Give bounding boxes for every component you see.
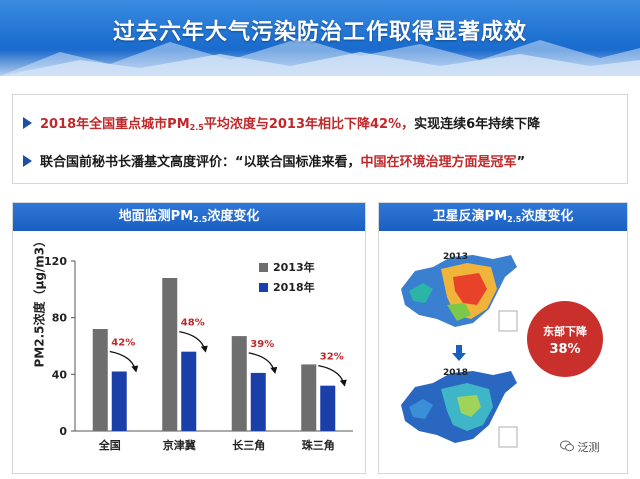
subscript: 2.5: [507, 215, 522, 224]
subscript: 2.5: [189, 123, 204, 132]
bullet-text: 中国在环境治理方面是冠军: [360, 155, 517, 170]
bullet-item: 联合国前秘书长潘基文高度评价：“以联合国标准来看，中国在环境治理方面是冠军”: [23, 151, 525, 170]
legend-label: 2013年: [273, 260, 315, 274]
percent-decrease-label: 32%: [320, 352, 344, 363]
percent-decrease-label: 42%: [111, 338, 135, 349]
panel-title-text: 卫星反演PM: [432, 209, 508, 224]
legend-swatch: [259, 283, 268, 292]
y-tick-label: 80: [52, 312, 68, 325]
arrowhead-icon: [270, 366, 278, 374]
bar-2013: [92, 329, 108, 431]
curved-arrow-icon: [248, 352, 275, 372]
curved-arrow-icon: [179, 331, 206, 350]
bullet-item: 2018年全国重点城市PM2.5平均浓度与2013年相比下降42%，实现连续6年…: [23, 113, 540, 132]
china-map-2013: 2013: [393, 249, 523, 335]
arrowhead-icon: [339, 379, 347, 387]
bar-2018: [320, 385, 336, 431]
summary-bullets-box: 2018年全国重点城市PM2.5平均浓度与2013年相比下降42%，实现连续6年…: [12, 94, 628, 184]
panel-title: 地面监测PM2.5浓度变化: [13, 203, 365, 231]
badge-value: 38%: [549, 342, 581, 357]
satellite-panel: 卫星反演PM2.5浓度变化 2013 2018 东部下降 38%: [378, 202, 628, 474]
x-tick-label: 长三角: [232, 438, 265, 452]
percent-decrease-label: 39%: [250, 339, 274, 350]
header-banner: 过去六年大气污染防治工作取得显著成效: [0, 0, 640, 76]
triangle-bullet-icon: [23, 155, 32, 167]
bar-2013: [231, 336, 247, 431]
eastern-decline-badge: 东部下降 38%: [527, 301, 603, 377]
bullet-text: ”: [516, 155, 526, 170]
legend-label: 2018年: [273, 280, 315, 294]
bar-2018: [181, 351, 197, 431]
badge-label: 东部下降: [543, 325, 587, 338]
ground-monitoring-panel: 地面监测PM2.5浓度变化 PM2.5浓度（μg/m3） 0 40 80 120 全国 4…: [12, 202, 366, 474]
panel-title-text: 地面监测PM: [118, 209, 194, 224]
percent-decrease-label: 48%: [181, 318, 205, 329]
china-map-2018: 2018: [393, 365, 523, 451]
bar-2018: [250, 372, 266, 431]
map-year-label: 2018: [443, 368, 468, 378]
watermark-text: 泛测: [577, 441, 600, 454]
panel-title-text: 浓度变化: [207, 209, 260, 224]
watermark: 泛测: [560, 439, 600, 455]
x-tick-label: 珠三角: [302, 438, 335, 452]
pm25-bar-chart: 0 40 80 120 全国 42% 京津冀 48% 长三角 39% 珠三角 32% 2013年 2018…: [44, 255, 353, 452]
map-year-label: 2013: [443, 252, 468, 262]
panel-title-text: 浓度变化: [521, 209, 574, 224]
bullet-text: 2018年全国重点城市PM: [40, 117, 190, 132]
panel-title: 卫星反演PM2.5浓度变化: [379, 203, 627, 231]
y-tick-label: 0: [59, 425, 67, 438]
x-tick-label: 京津冀: [163, 438, 196, 452]
bullet-text: 平均浓度与2013年相比下降42%，: [203, 117, 415, 132]
y-tick-label: 40: [52, 368, 68, 381]
page-title: 过去六年大气污染防治工作取得显著成效: [112, 20, 527, 45]
arrowhead-icon: [131, 365, 139, 373]
x-tick-label: 全国: [98, 438, 121, 452]
arrowhead-icon: [200, 345, 208, 353]
down-arrow-icon: [452, 345, 466, 361]
wechat-icon: [560, 440, 574, 452]
bar-2013: [162, 278, 178, 431]
bar-2013: [301, 364, 317, 431]
y-tick-label: 120: [44, 255, 67, 268]
subscript: 2.5: [193, 215, 208, 224]
curved-arrow-icon: [318, 365, 345, 384]
legend-swatch: [259, 263, 268, 272]
bullet-text: 实现连续6年持续下降: [414, 117, 541, 132]
triangle-bullet-icon: [23, 117, 32, 129]
bullet-text: 联合国前秘书长潘基文高度评价：“以联合国标准来看，: [40, 155, 361, 170]
curved-arrow-icon: [109, 350, 136, 370]
bar-2018: [111, 371, 127, 431]
